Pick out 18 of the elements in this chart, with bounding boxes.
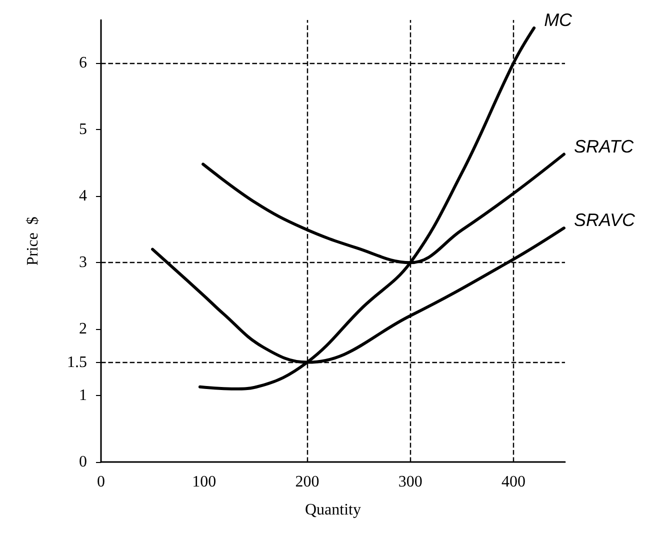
series-label: SRAVC <box>574 210 636 230</box>
y-tick-label: 3 <box>79 254 87 272</box>
y-tick-label: 5 <box>79 121 87 138</box>
x-tick-label: 400 <box>501 474 526 490</box>
y-tick-label: 1 <box>79 387 87 404</box>
x-tick-label: 300 <box>398 474 422 490</box>
x-tick-label: 200 <box>295 474 320 490</box>
series-label: MC <box>544 10 574 30</box>
y-tick-label: 1.5 <box>67 354 87 371</box>
series-label: SRATC <box>574 136 635 156</box>
x-tick-label: 100 <box>192 474 216 490</box>
y-tick-label: 2 <box>79 320 87 338</box>
y-tick-label: 4 <box>79 188 87 205</box>
x-axis-title: Quantity <box>305 502 361 518</box>
x-tick-label: 0 <box>97 474 105 490</box>
y-axis-title: Price $ <box>24 216 42 266</box>
y-tick-label: 0 <box>79 454 87 470</box>
y-tick-label: 6 <box>79 54 87 72</box>
